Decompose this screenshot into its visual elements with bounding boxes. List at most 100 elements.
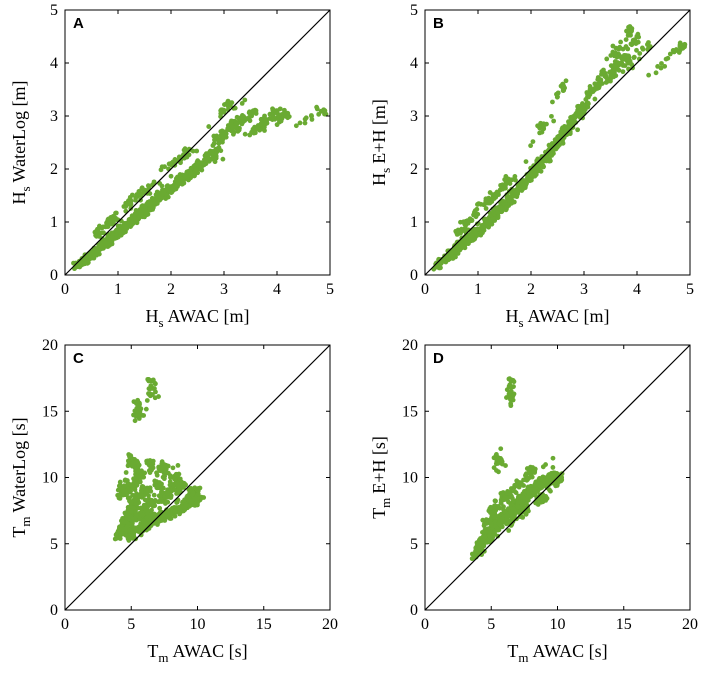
data-point [512, 174, 518, 179]
data-point [519, 501, 525, 507]
data-point [545, 474, 551, 480]
x-tick-label: 1 [114, 281, 122, 298]
data-point [592, 81, 598, 87]
data-point [172, 508, 178, 514]
data-point [121, 483, 127, 489]
data-point [663, 56, 669, 62]
data-point [576, 103, 581, 109]
data-point [302, 116, 308, 122]
data-point [646, 72, 652, 78]
data-point [142, 188, 148, 194]
data-point [500, 490, 506, 495]
data-point [539, 476, 544, 482]
data-point [631, 37, 637, 43]
data-point [522, 488, 527, 494]
data-point [170, 188, 176, 194]
data-point [555, 94, 560, 100]
y-tick-label: 2 [50, 161, 58, 178]
data-point [483, 529, 489, 535]
data-point [543, 493, 549, 499]
data-point [595, 75, 601, 80]
reference-line [64, 9, 331, 276]
data-point [483, 198, 489, 204]
data-point [508, 388, 514, 394]
x-tick-label: 0 [421, 616, 429, 633]
data-point [483, 206, 489, 211]
data-point [99, 244, 105, 250]
data-point [194, 500, 199, 506]
data-point [626, 60, 631, 66]
data-point [138, 210, 144, 216]
data-point [530, 469, 536, 475]
data-point [152, 478, 158, 484]
data-point [220, 156, 226, 162]
data-point [115, 234, 121, 240]
data-point [132, 498, 138, 504]
data-point [206, 124, 212, 129]
data-point [218, 137, 224, 143]
data-point [223, 101, 229, 107]
data-point [516, 493, 522, 499]
data-point [134, 527, 140, 533]
data-point [114, 217, 119, 222]
data-point [239, 101, 245, 106]
data-point [117, 223, 123, 229]
data-point [626, 57, 632, 63]
data-point [175, 483, 181, 489]
data-point [88, 255, 94, 261]
data-point [277, 119, 282, 125]
data-point [533, 480, 538, 486]
data-point [128, 453, 134, 459]
y-tick-label: 20 [42, 337, 58, 354]
data-point [250, 108, 256, 114]
data-point [504, 513, 510, 518]
data-point [258, 121, 264, 127]
data-point [151, 492, 157, 498]
data-point [548, 488, 553, 494]
data-point [244, 116, 250, 122]
data-point [143, 406, 149, 412]
data-point [513, 177, 518, 183]
data-point [491, 210, 496, 216]
data-point [142, 203, 148, 209]
data-point [137, 479, 143, 485]
data-point [250, 128, 256, 134]
data-point [655, 63, 661, 69]
data-point [190, 490, 196, 495]
data-point [571, 114, 577, 119]
data-point [494, 468, 499, 473]
data-point [540, 464, 546, 470]
data-point [483, 216, 488, 222]
data-point [546, 147, 552, 153]
data-point [540, 164, 546, 170]
data-point [242, 97, 248, 103]
data-point [469, 233, 475, 238]
data-point [105, 234, 111, 239]
data-point [152, 380, 158, 386]
data-point [495, 215, 501, 221]
data-point [128, 515, 134, 520]
data-point [262, 128, 267, 133]
data-point [188, 170, 194, 176]
data-point [501, 497, 507, 503]
data-point [546, 142, 552, 148]
data-point [517, 480, 523, 486]
data-point [138, 505, 143, 511]
data-point [491, 514, 497, 520]
data-point [154, 472, 160, 478]
data-point [551, 479, 557, 485]
data-point [544, 478, 550, 484]
data-point [141, 413, 147, 418]
data-point [523, 471, 529, 477]
data-point [525, 497, 531, 503]
data-point [177, 476, 183, 482]
data-point [515, 504, 520, 510]
data-point [145, 376, 151, 382]
y-tick-label: 3 [410, 108, 418, 125]
data-point [543, 497, 549, 503]
data-point [211, 133, 217, 139]
x-tick-label: 5 [326, 281, 334, 298]
data-point [480, 225, 486, 231]
data-point [204, 156, 210, 162]
data-point [138, 193, 144, 198]
